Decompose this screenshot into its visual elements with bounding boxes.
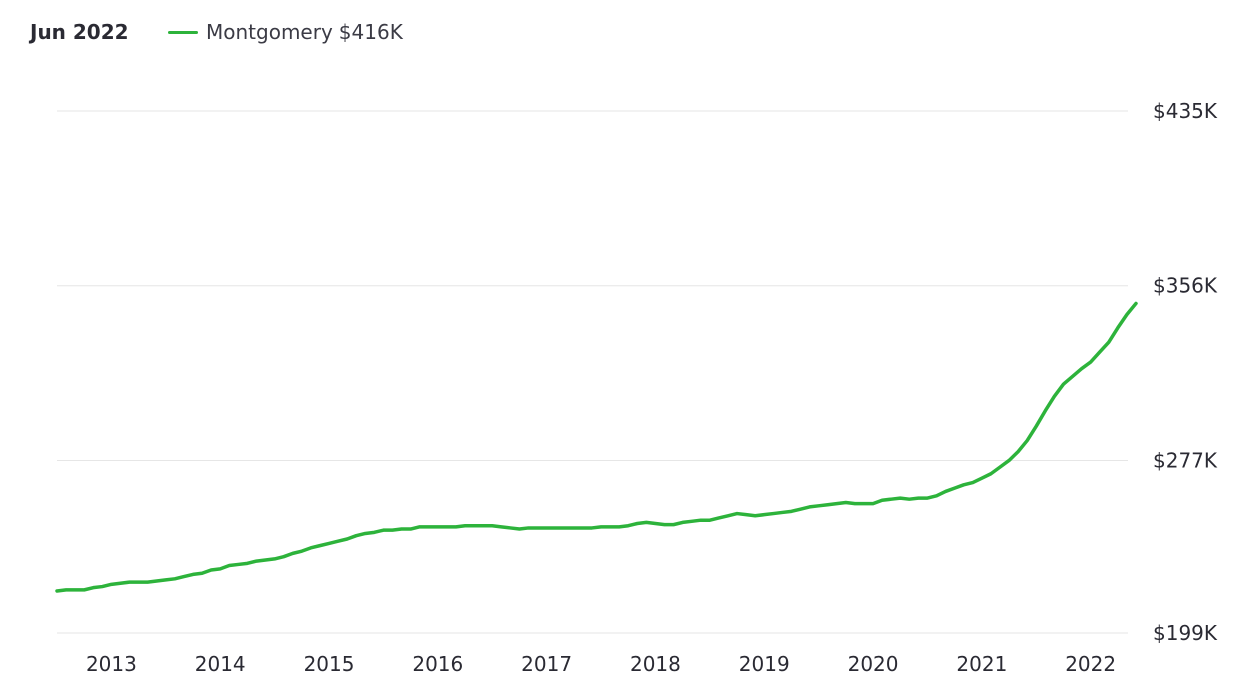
legend-series-name: Montgomery — [206, 20, 333, 44]
period-label: Jun 2022 — [30, 20, 129, 44]
y-tick-label: $277K — [1153, 448, 1218, 472]
y-axis-ticks: $199K $277K $356K $435K — [1153, 99, 1218, 645]
x-tick-label: 2017 — [521, 652, 572, 676]
grid-lines — [57, 110, 1128, 634]
legend-line-swatch — [168, 30, 198, 34]
x-tick-label: 2018 — [630, 652, 681, 676]
x-tick-label: 2021 — [956, 652, 1007, 676]
x-tick-label: 2016 — [412, 652, 463, 676]
series-layer — [55, 301, 1138, 593]
legend-item-montgomery[interactable]: Montgomery $416K — [168, 20, 403, 44]
x-tick-label: 2020 — [848, 652, 899, 676]
y-tick-label: $199K — [1153, 621, 1218, 645]
y-tick-label: $435K — [1153, 99, 1218, 123]
series-line-montgomery[interactable] — [55, 301, 1138, 593]
x-tick-label: 2022 — [1065, 652, 1116, 676]
x-tick-label: 2013 — [86, 652, 137, 676]
legend-series-value: $416K — [338, 20, 403, 44]
x-tick-label: 2019 — [739, 652, 790, 676]
x-tick-label: 2014 — [195, 652, 246, 676]
chart-header: Jun 2022 Montgomery $416K — [0, 0, 1258, 64]
x-tick-label: 2015 — [304, 652, 355, 676]
legend-label: Montgomery $416K — [206, 20, 403, 44]
x-axis-ticks: 2013 2014 2015 2016 2017 2018 2019 2020 2021 2022 — [86, 652, 1116, 676]
y-tick-label: $356K — [1153, 274, 1218, 298]
